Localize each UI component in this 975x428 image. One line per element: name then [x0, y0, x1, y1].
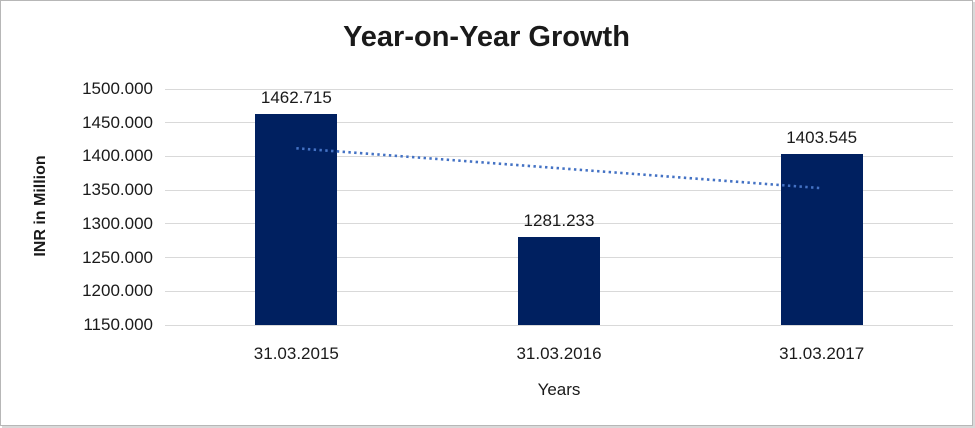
x-axis-title: Years — [537, 380, 581, 399]
bar-value-label: 1462.715 — [260, 88, 332, 108]
y-tick-label: 1150.000 — [83, 315, 153, 334]
y-tick-label: 1350.000 — [82, 180, 153, 200]
y-tick-label: 1400.000 — [82, 146, 153, 166]
gridline — [165, 189, 953, 191]
gridline — [165, 223, 953, 225]
y-tick-label: 1300.000 — [82, 213, 153, 233]
y-tick-label: 1250.000 — [82, 247, 153, 267]
y-tick-label: 1450.000 — [82, 112, 153, 132]
gridline — [165, 324, 953, 326]
x-tick-label: 31.03.2015 — [253, 344, 339, 363]
bar — [518, 236, 600, 325]
trendline — [296, 146, 822, 190]
bar-value-label: 1281.233 — [523, 210, 595, 230]
bar-value-label: 1403.545 — [786, 128, 858, 148]
trendline-path — [296, 146, 822, 190]
gridline — [165, 155, 953, 157]
gridline — [165, 122, 953, 124]
y-tick-label: 1500.000 — [82, 79, 153, 98]
bar — [780, 154, 863, 325]
chart-title: Year-on-Year Growth — [343, 21, 630, 53]
x-tick-label: 31.03.2016 — [516, 344, 602, 363]
gridline — [165, 88, 953, 90]
y-axis-title: INR in Million — [32, 155, 49, 257]
plot-area: 1462.715 31.03.2015 1281.233 31.03.2016 1403… — [165, 88, 953, 363]
y-tick-label: 1200.000 — [82, 281, 153, 301]
x-tick-label: 31.03.2017 — [779, 344, 865, 363]
